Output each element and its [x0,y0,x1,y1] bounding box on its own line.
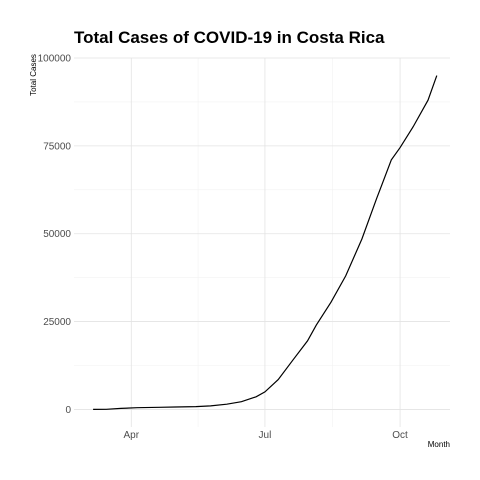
x-tick-label: Jul [259,430,272,441]
y-tick-label: 75000 [43,141,71,152]
gridlines [74,57,450,427]
y-tick-label: 0 [65,405,71,416]
x-axis-title: Month [428,440,450,449]
y-axis-title: Total Cases [29,54,38,96]
x-tick-label: Apr [124,430,140,441]
y-tick-label: 100000 [38,54,72,65]
y-tick-label: 25000 [43,317,71,328]
x-tick-label: Oct [392,430,408,441]
y-tick-label: 50000 [43,229,71,240]
y-tick-labels: 0 25000 50000 75000 100000 [38,54,72,416]
series-lines [93,75,438,410]
x-tick-labels: Apr Jul Oct [124,430,409,441]
series-line [93,75,438,410]
chart-title: Total Cases of COVID-19 in Costa Rica [74,28,385,47]
